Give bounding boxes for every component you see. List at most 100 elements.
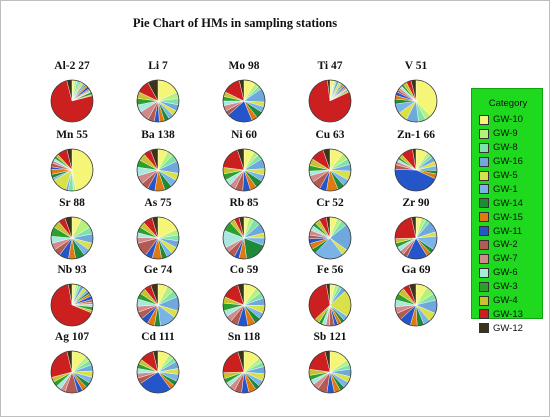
legend-label: GW-16 — [493, 156, 523, 168]
pie-outline — [308, 79, 352, 123]
pie-outline — [308, 350, 352, 394]
legend-swatch — [479, 198, 489, 209]
legend-item: GW-8 — [479, 141, 523, 155]
pie — [222, 148, 266, 192]
pie-label: Sr 88 — [59, 197, 85, 209]
legend-swatch — [479, 114, 489, 125]
pie-label: Ba 138 — [141, 129, 175, 141]
pie-cell: Rb 85 — [199, 197, 289, 272]
legend-item: GW-11 — [479, 224, 523, 238]
pie — [394, 283, 438, 327]
pie-outline — [222, 283, 266, 327]
pie — [222, 79, 266, 123]
pie-label: Ti 47 — [317, 60, 343, 72]
legend-item: GW-14 — [479, 196, 523, 210]
pie-outline — [136, 283, 180, 327]
pie-outline — [50, 79, 94, 123]
pie — [50, 283, 94, 327]
pie-cell: Cr 52 — [285, 197, 375, 272]
legend-label: GW-9 — [493, 128, 518, 140]
pie-outline — [136, 350, 180, 394]
pie-label: As 75 — [144, 197, 172, 209]
pie-cell: Ni 60 — [199, 129, 289, 204]
legend-item: GW-12 — [479, 321, 523, 335]
legend-label: GW-8 — [493, 142, 518, 154]
pie-outline — [136, 216, 180, 260]
pie — [394, 79, 438, 123]
legend-title: Category — [488, 98, 528, 109]
pie — [136, 216, 180, 260]
legend-item: GW-1 — [479, 182, 523, 196]
legend-label: GW-13 — [493, 308, 523, 320]
legend-label: GW-14 — [493, 197, 523, 209]
pie-outline — [50, 283, 94, 327]
pie-cell: Mo 98 — [199, 60, 289, 135]
legend-label: GW-2 — [493, 239, 518, 251]
pie — [222, 283, 266, 327]
legend-swatch — [479, 156, 489, 167]
pie-label: Nb 93 — [57, 264, 87, 276]
legend-label: GW-7 — [493, 253, 518, 265]
pie — [308, 148, 352, 192]
pie-cell: Zn-1 66 — [371, 129, 461, 204]
chart-title: Pie Chart of HMs in sampling stations — [132, 16, 338, 30]
pie-cell: Co 59 — [199, 264, 289, 339]
legend-label: GW-6 — [493, 267, 518, 279]
legend-item: GW-5 — [479, 169, 523, 183]
pie-cell: Mn 55 — [27, 129, 117, 204]
pie-label: Ga 69 — [401, 264, 431, 276]
pie-label: Zn-1 66 — [396, 129, 436, 141]
legend: Category GW-10 GW-9 GW-8 GW-16 GW-5 GW-1 GW-14… — [471, 88, 543, 334]
pie-outline — [222, 216, 266, 260]
pie-outline — [222, 350, 266, 394]
pie-label: Cr 52 — [316, 197, 344, 209]
pie-cell: Zr 90 — [371, 197, 461, 272]
pie — [50, 216, 94, 260]
pie — [136, 350, 180, 394]
pie-outline — [394, 79, 438, 123]
legend-item: GW-3 — [479, 280, 523, 294]
legend-swatch — [479, 239, 489, 250]
legend-item: GW-15 — [479, 210, 523, 224]
legend-swatch — [479, 295, 489, 306]
legend-label: GW-1 — [493, 183, 518, 195]
legend-swatch — [479, 309, 489, 320]
legend-item: GW-6 — [479, 266, 523, 280]
legend-label: GW-3 — [493, 281, 518, 293]
pie-label: Rb 85 — [229, 197, 259, 209]
pie-slice-gw-10 — [71, 148, 94, 191]
pie — [136, 283, 180, 327]
pie — [222, 216, 266, 260]
pie — [50, 79, 94, 123]
legend-swatch — [479, 128, 489, 139]
pie-label: Ni 60 — [231, 129, 257, 141]
pie-label: Li 7 — [148, 60, 168, 72]
pie-label: Mo 98 — [228, 60, 260, 72]
legend-label: GW-4 — [493, 295, 518, 307]
pie-label: Sb 121 — [313, 331, 347, 343]
legend-label: GW-12 — [493, 322, 523, 334]
legend-item: GW-13 — [479, 307, 523, 321]
pie-outline — [50, 350, 94, 394]
pie-outline — [222, 148, 266, 192]
pie — [222, 350, 266, 394]
legend-swatch — [479, 142, 489, 153]
legend-items: GW-10 GW-9 GW-8 GW-16 GW-5 GW-1 GW-14 GW-15 GW-1… — [479, 113, 523, 335]
pie-label: Cd 111 — [141, 331, 175, 343]
pie-cell: Fe 56 — [285, 264, 375, 339]
pie-outline — [222, 79, 266, 123]
legend-label: GW-15 — [493, 211, 523, 223]
pie-label: Cu 63 — [315, 129, 345, 141]
legend-item: GW-7 — [479, 252, 523, 266]
pie-cell: Cd 111 — [113, 331, 203, 406]
pie-cell: V 51 — [371, 60, 461, 135]
legend-label: GW-5 — [493, 170, 518, 181]
pie-cell: Ga 69 — [371, 264, 461, 339]
pie-cell: Ti 47 — [285, 60, 375, 135]
legend-swatch — [479, 170, 489, 181]
pie — [308, 79, 352, 123]
pie-cell: Al-2 27 — [27, 60, 117, 135]
legend-swatch — [479, 267, 489, 278]
pie-label: Co 59 — [229, 264, 259, 276]
